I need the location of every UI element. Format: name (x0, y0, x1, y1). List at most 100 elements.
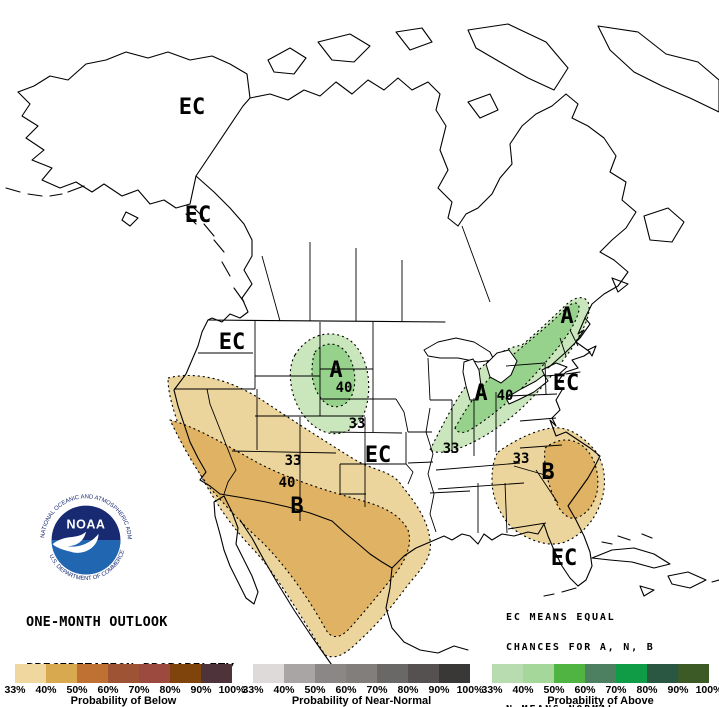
colorbar-tick-label: 33% (4, 684, 26, 696)
colorbar-tick-label: 100% (695, 684, 719, 696)
colorbar-segment (523, 664, 554, 683)
canada-coast-hudson-bay (249, 77, 637, 319)
colorbar-segment (201, 664, 232, 683)
colorbar-tick-label: 60% (97, 684, 119, 696)
us-east-coast (391, 317, 601, 587)
map-label-ec: EC (553, 371, 580, 396)
colorbar-segments (253, 664, 470, 683)
colorbar-tick-label: 80% (636, 684, 658, 696)
colorbar-ticks: 33% 40% 50% 60% 70% 80% 90% 100% (481, 683, 719, 696)
colorbar-row: 33% 40% 50% 60% 70% 80% 90% 100% Probability of… (0, 664, 719, 707)
title-line: ONE-MONTH OUTLOOK (26, 614, 168, 631)
map-label-40: 40 (279, 475, 296, 491)
coastlines (5, 23, 719, 669)
colorbar-tick-label: 70% (128, 684, 150, 696)
map-label-ec: EC (179, 95, 206, 120)
colorbar-segment (108, 664, 139, 683)
map-label-33: 33 (513, 451, 530, 467)
map-label-ec: EC (551, 546, 578, 571)
colorbar-caption: Probability of Above (547, 695, 654, 707)
map-label-ec: EC (185, 203, 212, 228)
colorbar-segment (492, 664, 523, 683)
newfoundland-maritimes (611, 207, 685, 293)
colorbar-ticks: 33% 40% 50% 60% 70% 80% 90% 100% (242, 683, 483, 696)
colorbar-tick-label: 90% (428, 684, 450, 696)
map-labels: EC EC EC EC EC EC A A A B B 40 40 40 33 33 33 33 (179, 95, 580, 571)
map-label-a: A (474, 381, 487, 406)
colorbar-segment (46, 664, 77, 683)
region-above-plains-40 (311, 343, 356, 408)
colorbar-tick-label: 60% (574, 684, 596, 696)
colorbar-caption: Probability of Below (70, 695, 177, 707)
colorbar-segment (139, 664, 170, 683)
lake-erie (505, 374, 549, 405)
map-label-40: 40 (336, 380, 353, 396)
map-label-40: 40 (497, 388, 514, 404)
colorbar-segment (253, 664, 284, 683)
lake-huron (485, 349, 518, 384)
greenland-corner (597, 25, 719, 113)
legend-line: N MEANS NORMAL (506, 704, 655, 707)
colorbar-segment (678, 664, 709, 683)
legend-line: EC MEANS EQUAL (506, 611, 616, 623)
probability-regions (167, 297, 606, 658)
colorbar-segments (15, 664, 232, 683)
colorbar-tick-label: 100% (456, 684, 484, 696)
colorbar-tick-label: 60% (335, 684, 357, 696)
bc-coast (173, 175, 253, 495)
colorbar-segment (346, 664, 377, 683)
legend-line: CHANCES FOR A, N, B (506, 642, 655, 654)
great-lakes (423, 337, 568, 405)
colorbar-segment (616, 664, 647, 683)
map-label-33: 33 (285, 453, 302, 469)
lake-superior (423, 337, 495, 363)
colorbar-segment (408, 664, 439, 683)
colorbar-segment (647, 664, 678, 683)
map-label-a: A (329, 358, 342, 383)
us-state-lines (174, 320, 579, 534)
colorbar-below: 33% 40% 50% 60% 70% 80% 90% 100% Probability of… (4, 664, 245, 707)
colorbar-tick-label: 40% (273, 684, 295, 696)
colorbar-segment (439, 664, 470, 683)
colorbar-segment (284, 664, 315, 683)
seagull-icon (52, 531, 99, 553)
colorbar-segment (170, 664, 201, 683)
colorbar-segment (315, 664, 346, 683)
lake-michigan (462, 358, 482, 401)
alaska-north-coast (17, 51, 251, 177)
colorbar-tick-label: 70% (366, 684, 388, 696)
noaa-logo: NOAA NATIONAL OCEANIC AND ATMOSPHERIC AD… (38, 492, 132, 582)
noaa-wordmark: NOAA (67, 518, 106, 532)
colorbar-tick-label: 40% (512, 684, 534, 696)
lake-ontario (541, 362, 568, 377)
colorbar-ticks: 33% 40% 50% 60% 70% 80% 90% 100% (4, 683, 245, 696)
state-province-borders (174, 225, 579, 534)
canada-province-lines (261, 225, 491, 322)
alaska-west-coast (17, 91, 197, 209)
caribbean-islands (543, 533, 719, 597)
colorbar-tick-label: 50% (543, 684, 565, 696)
colorbar-tick-label: 33% (242, 684, 264, 696)
map-label-b: B (290, 494, 303, 519)
colorbar-tick-label: 100% (218, 684, 246, 696)
map-label-33: 33 (443, 441, 460, 457)
region-below-southeast-40 (544, 439, 599, 519)
colorbar-tick-label: 70% (605, 684, 627, 696)
colorbar-segment (585, 664, 616, 683)
colorbar-caption: Probability of Near-Normal (291, 695, 432, 707)
colorbar-tick-label: 33% (481, 684, 503, 696)
map-label-33: 33 (349, 416, 366, 432)
colorbar-tick-label: 80% (397, 684, 419, 696)
region-below-southwest-40 (169, 419, 410, 638)
mexico-border-coast (213, 493, 469, 669)
map-label-ec: EC (219, 330, 246, 355)
colorbar-tick-label: 80% (159, 684, 181, 696)
alaska-panhandle-islands (185, 207, 245, 303)
colorbar-above: 33% 40% 50% 60% 70% 80% 90% 100% Probability of… (481, 664, 719, 707)
aleutian-islands (5, 185, 139, 227)
colorbar-segment (77, 664, 108, 683)
map-label-ec: EC (365, 443, 392, 468)
colorbar-segments (492, 664, 709, 683)
us-canada-border (207, 317, 591, 369)
